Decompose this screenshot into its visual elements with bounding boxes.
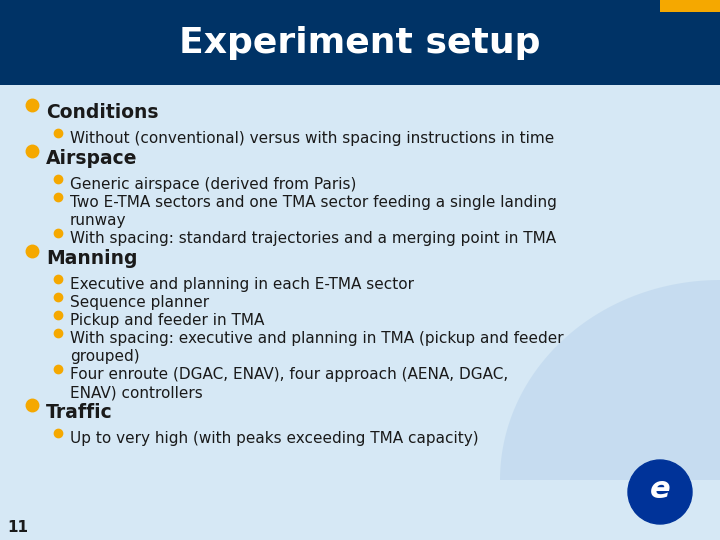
Text: Without (conventional) versus with spacing instructions in time: Without (conventional) versus with spaci… [70, 131, 554, 146]
Text: Generic airspace (derived from Paris): Generic airspace (derived from Paris) [70, 177, 356, 192]
Text: Two E-TMA sectors and one TMA sector feeding a single landing: Two E-TMA sectors and one TMA sector fee… [70, 195, 557, 210]
Text: e: e [649, 475, 670, 503]
Text: 11: 11 [7, 521, 29, 536]
Text: runway: runway [70, 213, 127, 228]
Text: Pickup and feeder in TMA: Pickup and feeder in TMA [70, 313, 264, 328]
Text: EUROCONTROL: EUROCONTROL [634, 508, 686, 512]
Bar [660, 0, 720, 12]
Text: grouped): grouped) [70, 349, 140, 364]
Text: Four enroute (DGAC, ENAV), four approach (AENA, DGAC,: Four enroute (DGAC, ENAV), four approach… [70, 367, 508, 382]
Text: Executive and planning in each E-TMA sector: Executive and planning in each E-TMA sec… [70, 277, 414, 292]
Text: With spacing: executive and planning in TMA (pickup and feeder: With spacing: executive and planning in … [70, 331, 564, 346]
Circle shape [628, 460, 692, 524]
FancyBboxPatch shape [0, 0, 720, 85]
Text: ENAV) controllers: ENAV) controllers [70, 385, 203, 400]
Text: Experiment setup: Experiment setup [179, 25, 541, 59]
Text: Up to very high (with peaks exceeding TMA capacity): Up to very high (with peaks exceeding TM… [70, 431, 479, 446]
Polygon shape [500, 280, 720, 540]
Text: Airspace: Airspace [46, 149, 138, 168]
Text: Sequence planner: Sequence planner [70, 295, 209, 310]
Text: Conditions: Conditions [46, 103, 158, 122]
Text: Manning: Manning [46, 249, 138, 268]
Text: With spacing: standard trajectories and a merging point in TMA: With spacing: standard trajectories and … [70, 231, 556, 246]
Text: Traffic: Traffic [46, 403, 113, 422]
